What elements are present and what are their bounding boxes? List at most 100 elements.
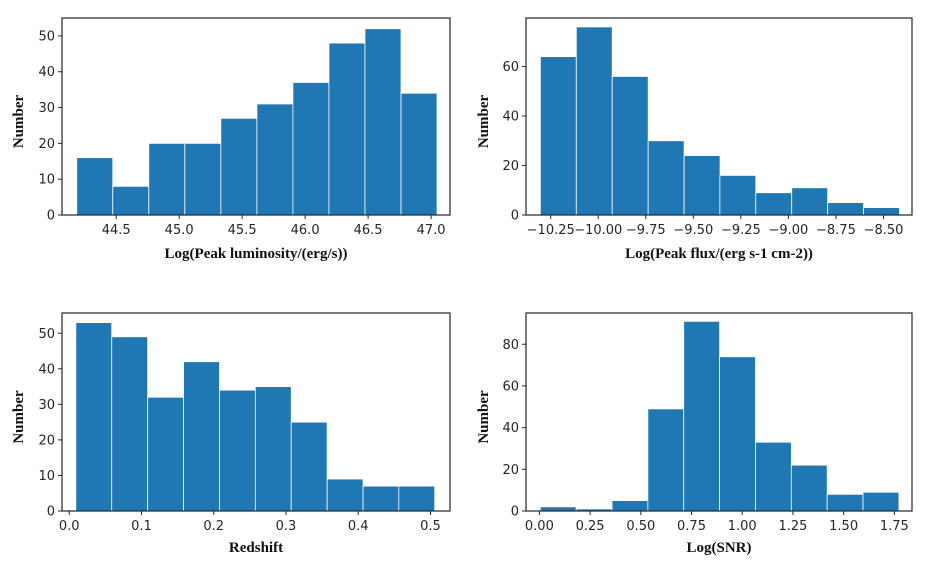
x-tick-label: −9.75 <box>626 223 666 238</box>
x-tick-label: 0.3 <box>276 519 297 534</box>
y-tick-label: 0 <box>47 209 55 224</box>
x-tick-label: 1.00 <box>728 519 757 534</box>
histogram-bar <box>254 386 292 512</box>
x-tick-label: −9.50 <box>673 223 713 238</box>
y-tick-label: 40 <box>38 65 55 80</box>
histogram-bar <box>220 117 258 216</box>
x-tick-label: 45.0 <box>165 223 194 238</box>
x-tick-label: 45.5 <box>228 223 257 238</box>
x-tick-label: −10.00 <box>574 223 622 238</box>
subplot-peak-flux: −10.25 −10.00 −9.75 −9.50 −9.25 −9.00 −8.75 −8.… <box>476 17 913 262</box>
histogram-bar <box>256 103 294 216</box>
x-tick-label: 0.50 <box>626 519 655 534</box>
subplot-peak-luminosity: 44.5 45.0 45.5 46.0 46.5 47.0 0 10 20 30 40 50 Log(P… <box>11 17 451 262</box>
x-tick-label: −8.50 <box>864 223 904 238</box>
y-tick-label: 10 <box>38 173 55 188</box>
x-tick-label: 47.0 <box>417 223 446 238</box>
histogram-bar <box>755 441 792 512</box>
y-tick-label: 60 <box>502 379 519 394</box>
y-tick-label: 0 <box>511 505 519 520</box>
histogram-bar <box>647 140 685 216</box>
histogram-bar <box>791 187 829 216</box>
histogram-bar <box>184 142 222 216</box>
x-tick-label: 46.0 <box>291 223 320 238</box>
histogram-bar <box>683 155 721 216</box>
x-tick-label: −10.25 <box>527 223 575 238</box>
histogram-bar <box>611 76 649 216</box>
y-axis-label: Number <box>476 94 492 148</box>
histogram-bar <box>575 26 613 216</box>
x-tick-label: −9.25 <box>721 223 761 238</box>
histogram-bar <box>328 42 366 216</box>
histogram-bar <box>112 185 150 216</box>
histogram-bar <box>755 192 793 216</box>
x-tick-label: 0.5 <box>420 519 441 534</box>
y-tick-label: 40 <box>502 110 519 125</box>
x-tick-label: 1.25 <box>778 519 807 534</box>
x-tick-label: 0.00 <box>525 519 554 534</box>
x-tick-label: −8.75 <box>816 223 856 238</box>
histogram-bar <box>290 421 328 512</box>
y-tick-label: 10 <box>38 469 55 484</box>
x-tick-label: 0.1 <box>131 519 152 534</box>
histogram-bar <box>611 500 649 512</box>
histogram-bar <box>292 82 330 216</box>
y-tick-label: 20 <box>502 159 519 174</box>
histogram-bar <box>719 175 757 216</box>
y-tick-label: 0 <box>47 505 55 520</box>
x-tick-label: 0.4 <box>348 519 369 534</box>
histogram-bar <box>398 485 436 512</box>
x-tick-label: 1.75 <box>880 519 909 534</box>
y-tick-label: 60 <box>502 60 519 75</box>
histogram-bar <box>827 202 865 216</box>
histogram-bar <box>826 493 864 512</box>
histogram-bar <box>683 320 721 512</box>
x-tick-label: 0.25 <box>576 519 605 534</box>
subplot-redshift: 0.0 0.1 0.2 0.3 0.4 0.5 0 10 20 30 40 50 Redshift Num… <box>11 312 451 556</box>
x-tick-label: 44.5 <box>102 223 131 238</box>
y-tick-label: 20 <box>38 137 55 152</box>
histogram-bar <box>400 92 438 216</box>
axes-frame <box>61 312 451 512</box>
histogram-bar <box>364 28 402 216</box>
y-tick-label: 0 <box>511 209 519 224</box>
x-tick-label: 1.50 <box>829 519 858 534</box>
y-tick-label: 40 <box>502 421 519 436</box>
axes-frame <box>61 17 451 216</box>
x-axis-label: Log(Peak flux/(erg s-1 cm-2)) <box>625 246 813 262</box>
y-tick-label: 20 <box>502 463 519 478</box>
histogram-bar <box>539 56 577 216</box>
axes-frame <box>525 312 913 512</box>
histogram-bar <box>647 408 685 512</box>
histogram-bar <box>863 207 900 216</box>
y-tick-label: 80 <box>502 338 519 353</box>
histogram-bar <box>147 396 184 512</box>
subplot-log-snr: 0.00 0.25 0.50 0.75 1.00 1.25 1.50 1.75 0 20 40 60 8… <box>476 312 913 556</box>
histogram-bar <box>75 322 113 512</box>
histogram-bar <box>76 157 114 216</box>
x-tick-label: 46.5 <box>354 223 383 238</box>
y-tick-label: 50 <box>38 29 55 44</box>
histogram-bar <box>790 464 828 512</box>
x-tick-label: 0.0 <box>59 519 80 534</box>
histogram-bar <box>183 361 220 512</box>
histogram-bar <box>111 336 149 512</box>
y-tick-label: 30 <box>38 101 55 116</box>
histogram-bar <box>148 142 186 216</box>
x-axis-label: Redshift <box>229 540 283 556</box>
y-axis-label: Number <box>11 390 27 444</box>
y-tick-label: 50 <box>38 327 55 342</box>
x-tick-label: 0.75 <box>677 519 706 534</box>
histogram-bar <box>719 356 756 512</box>
y-axis-label: Number <box>11 94 27 148</box>
x-axis-label: Log(Peak luminosity/(erg/s)) <box>165 246 348 262</box>
x-tick-label: −9.00 <box>768 223 808 238</box>
x-tick-label: 0.2 <box>203 519 224 534</box>
histogram-bar <box>539 506 577 512</box>
y-tick-label: 20 <box>38 433 55 448</box>
y-tick-label: 40 <box>38 362 55 377</box>
histogram-bar <box>326 478 364 512</box>
y-tick-label: 30 <box>38 398 55 413</box>
y-axis-label: Number <box>476 390 492 444</box>
